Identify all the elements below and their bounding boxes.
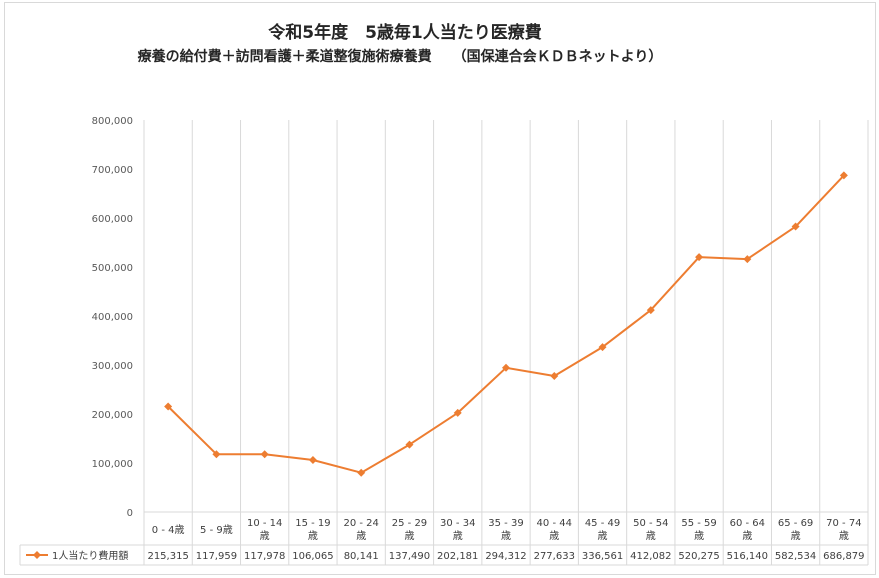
value-label: 80,141	[344, 551, 379, 562]
value-label: 336,561	[582, 551, 623, 562]
category-label: 歳	[742, 530, 752, 542]
value-label: 117,959	[196, 551, 237, 562]
data-point	[839, 171, 848, 180]
category-label: 歳	[694, 530, 704, 542]
category-label: 50 - 54	[633, 518, 668, 529]
value-label: 520,275	[678, 551, 719, 562]
y-tick-label: 700,000	[92, 165, 133, 176]
category-label: 30 - 34	[440, 518, 475, 529]
category-label: 歳	[791, 530, 801, 542]
data-point	[791, 222, 800, 231]
value-label: 137,490	[389, 551, 430, 562]
category-label: 歳	[598, 530, 608, 542]
category-label: 35 - 39	[488, 518, 523, 529]
chart-frame	[4, 2, 876, 575]
chart-subtitle: 療養の給付費＋訪問看護＋柔道整復施術療養費 （国保連合会ＫＤＢネットより）	[137, 49, 663, 65]
category-label: 歳	[260, 530, 270, 542]
category-label: 45 - 49	[585, 518, 620, 529]
chart-title: 令和5年度 5歳毎1人当たり医療費	[268, 23, 542, 43]
series-line	[167, 174, 845, 474]
data-point	[405, 440, 414, 449]
category-label: 55 - 59	[681, 518, 716, 529]
y-tick-label: 200,000	[92, 410, 133, 421]
category-label: 歳	[646, 530, 656, 542]
category-label: 歳	[453, 530, 463, 542]
category-label: 70 - 74	[826, 518, 861, 529]
data-point	[164, 402, 173, 411]
value-label: 412,082	[630, 551, 671, 562]
category-label: 40 - 44	[537, 518, 572, 529]
data-point	[260, 450, 269, 459]
category-label: 60 - 64	[730, 518, 765, 529]
category-label: 歳	[308, 530, 318, 542]
value-label: 202,181	[437, 551, 478, 562]
y-tick-label: 300,000	[92, 361, 133, 372]
category-label: 歳	[356, 530, 366, 542]
y-tick-label: 0	[127, 508, 133, 519]
y-tick-label: 500,000	[92, 263, 133, 274]
category-label: 0 - 4歳	[152, 524, 185, 536]
value-label: 215,315	[147, 551, 188, 562]
category-label: 5 - 9歳	[200, 524, 233, 536]
value-label: 582,534	[775, 551, 816, 562]
y-tick-label: 800,000	[92, 116, 133, 127]
category-label: 65 - 69	[778, 518, 813, 529]
category-label: 15 - 19	[295, 518, 330, 529]
data-point	[695, 253, 704, 262]
value-label: 686,879	[823, 551, 864, 562]
data-point	[453, 408, 462, 417]
category-label: 歳	[404, 530, 414, 542]
y-tick-label: 400,000	[92, 312, 133, 323]
value-label: 516,140	[727, 551, 768, 562]
category-label: 歳	[501, 530, 511, 542]
legend-marker	[33, 551, 41, 559]
data-point	[308, 456, 317, 465]
category-label: 歳	[549, 530, 559, 542]
legend-label: 1人当たり費用額	[52, 549, 128, 562]
value-label: 277,633	[534, 551, 575, 562]
data-point	[598, 343, 607, 352]
y-tick-label: 600,000	[92, 214, 133, 225]
data-point	[743, 255, 752, 264]
data-point	[357, 468, 366, 477]
category-label: 10 - 14	[247, 518, 282, 529]
data-point	[646, 306, 655, 315]
value-label: 117,978	[244, 551, 285, 562]
category-label: 20 - 24	[343, 518, 378, 529]
category-label: 25 - 29	[392, 518, 427, 529]
category-label: 歳	[839, 530, 849, 542]
data-point	[550, 371, 559, 380]
value-label: 294,312	[485, 551, 526, 562]
value-label: 106,065	[292, 551, 333, 562]
y-tick-label: 100,000	[92, 459, 133, 470]
data-point	[212, 450, 221, 459]
data-point	[502, 363, 510, 372]
